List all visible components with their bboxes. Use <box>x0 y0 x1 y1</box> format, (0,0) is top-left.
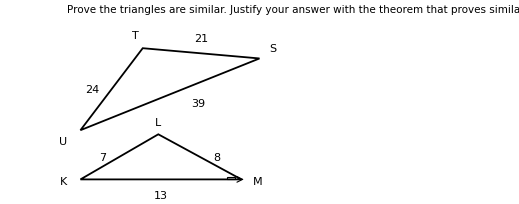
Text: 13: 13 <box>154 190 168 200</box>
Text: 39: 39 <box>191 98 205 108</box>
Text: U: U <box>59 137 67 147</box>
Text: 8: 8 <box>213 152 220 162</box>
Text: L: L <box>155 117 161 127</box>
Text: 7: 7 <box>99 152 106 162</box>
Text: T: T <box>131 31 139 41</box>
Text: 21: 21 <box>194 34 208 44</box>
Text: 24: 24 <box>85 85 99 95</box>
Text: Prove the triangles are similar. Justify your answer with the theorem that prove: Prove the triangles are similar. Justify… <box>67 5 519 15</box>
Text: S: S <box>269 44 276 54</box>
Text: K: K <box>60 177 67 186</box>
Text: M: M <box>253 177 263 186</box>
